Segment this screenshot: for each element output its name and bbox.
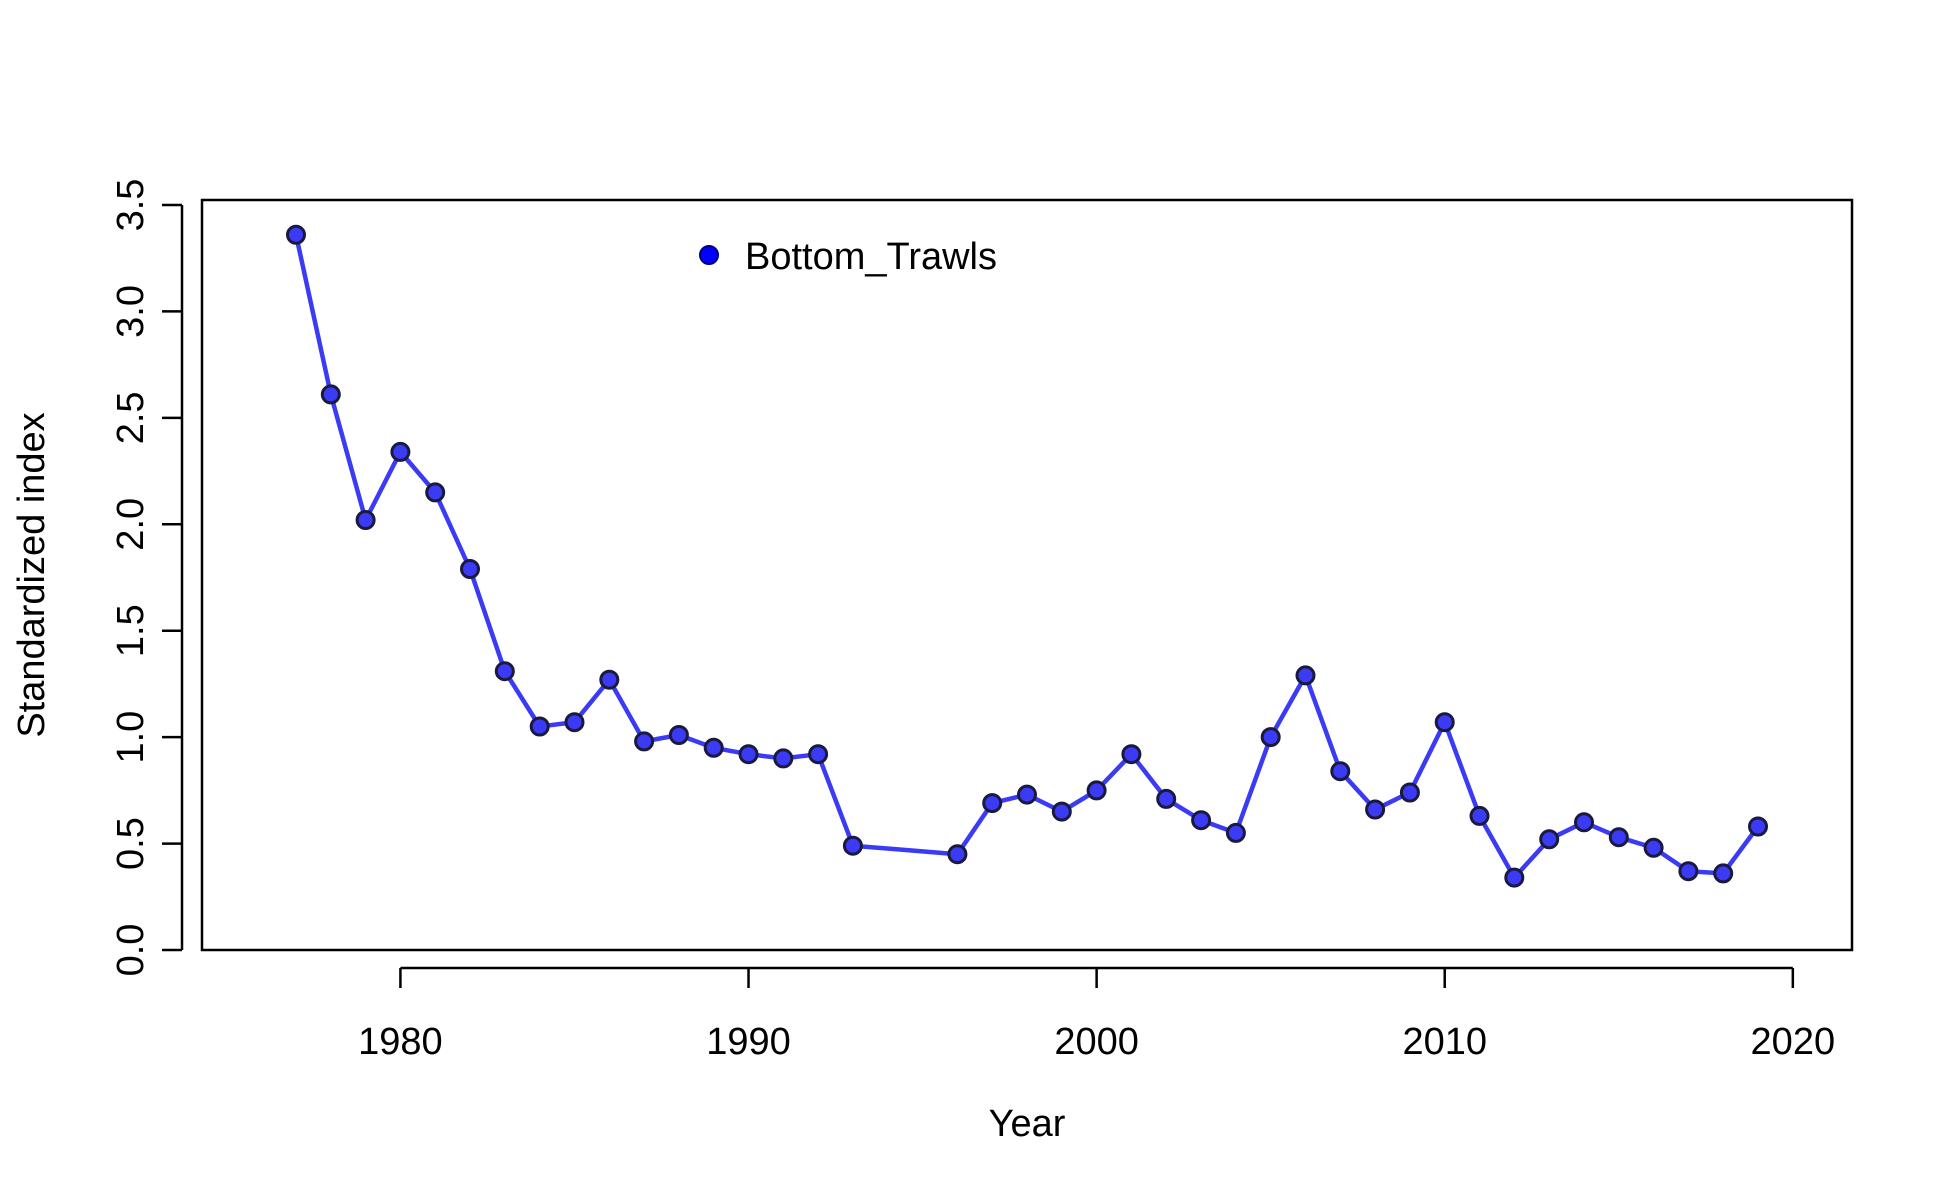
data-point — [808, 744, 829, 765]
y-tick-label: 0.0 — [110, 924, 152, 977]
y-tick-label: 2.0 — [110, 498, 152, 551]
y-tick-label: 3.0 — [110, 285, 152, 338]
legend-label: Bottom_Trawls — [745, 236, 997, 278]
x-axis: 1980 1990 2000 2010 2020 — [358, 966, 1836, 1063]
plot-frame — [200, 198, 1854, 952]
data-point — [1434, 712, 1455, 733]
data-point — [1574, 812, 1594, 833]
legend: Bottom_Trawls — [699, 236, 997, 278]
y-tick-label: 3.5 — [110, 179, 152, 232]
data-point — [1156, 788, 1177, 809]
x-tick-label: 2010 — [1402, 1021, 1487, 1063]
x-tick-label: 1980 — [358, 1021, 443, 1063]
data-point — [460, 559, 480, 579]
data-point — [703, 737, 724, 758]
data-point — [1330, 761, 1351, 782]
y-tick-label: 2.5 — [110, 391, 152, 444]
data-point — [1643, 837, 1664, 858]
data-point — [564, 712, 585, 733]
data-point — [982, 793, 1003, 814]
data-point — [1748, 816, 1768, 837]
data-point — [842, 835, 863, 856]
y-axis-title: Standardized index — [11, 412, 53, 737]
data-point — [425, 482, 446, 503]
data-point — [1191, 810, 1212, 831]
data-point — [668, 725, 689, 745]
data-point — [1086, 780, 1107, 801]
data-point — [773, 748, 794, 769]
x-tick-label: 2020 — [1751, 1021, 1836, 1063]
data-point — [1017, 784, 1037, 805]
x-tick-label: 2000 — [1054, 1021, 1139, 1063]
data-point — [738, 744, 759, 765]
y-axis: 0.0 0.5 1.0 1.5 2.0 2.5 3.0 3.5 — [110, 179, 184, 977]
data-point — [286, 224, 306, 245]
data-point — [1539, 829, 1560, 850]
data-point — [1260, 727, 1281, 748]
series-layer — [286, 224, 1768, 888]
x-tick-label: 1990 — [706, 1021, 791, 1063]
data-point — [1225, 822, 1246, 843]
data-point — [1295, 665, 1316, 686]
data-point — [1051, 801, 1072, 822]
data-point — [634, 731, 655, 752]
data-point — [1121, 744, 1142, 765]
data-point — [1678, 861, 1699, 882]
data-point — [599, 669, 620, 690]
data-point — [355, 510, 376, 530]
y-tick-label: 1.0 — [110, 711, 152, 764]
data-point — [529, 716, 550, 737]
data-point — [947, 844, 968, 865]
y-tick-label: 0.5 — [110, 817, 152, 870]
data-point — [1399, 782, 1420, 803]
data-point — [320, 384, 341, 405]
data-point — [1469, 805, 1490, 826]
x-axis-title: Year — [989, 1103, 1066, 1145]
data-point — [1713, 863, 1734, 884]
data-point — [1365, 799, 1386, 820]
legend-marker — [699, 245, 719, 265]
data-point — [1608, 827, 1629, 848]
data-point — [390, 441, 411, 462]
y-tick-label: 1.5 — [110, 604, 152, 657]
data-point — [494, 661, 515, 682]
data-point — [1504, 867, 1525, 888]
series-line — [293, 234, 1760, 880]
